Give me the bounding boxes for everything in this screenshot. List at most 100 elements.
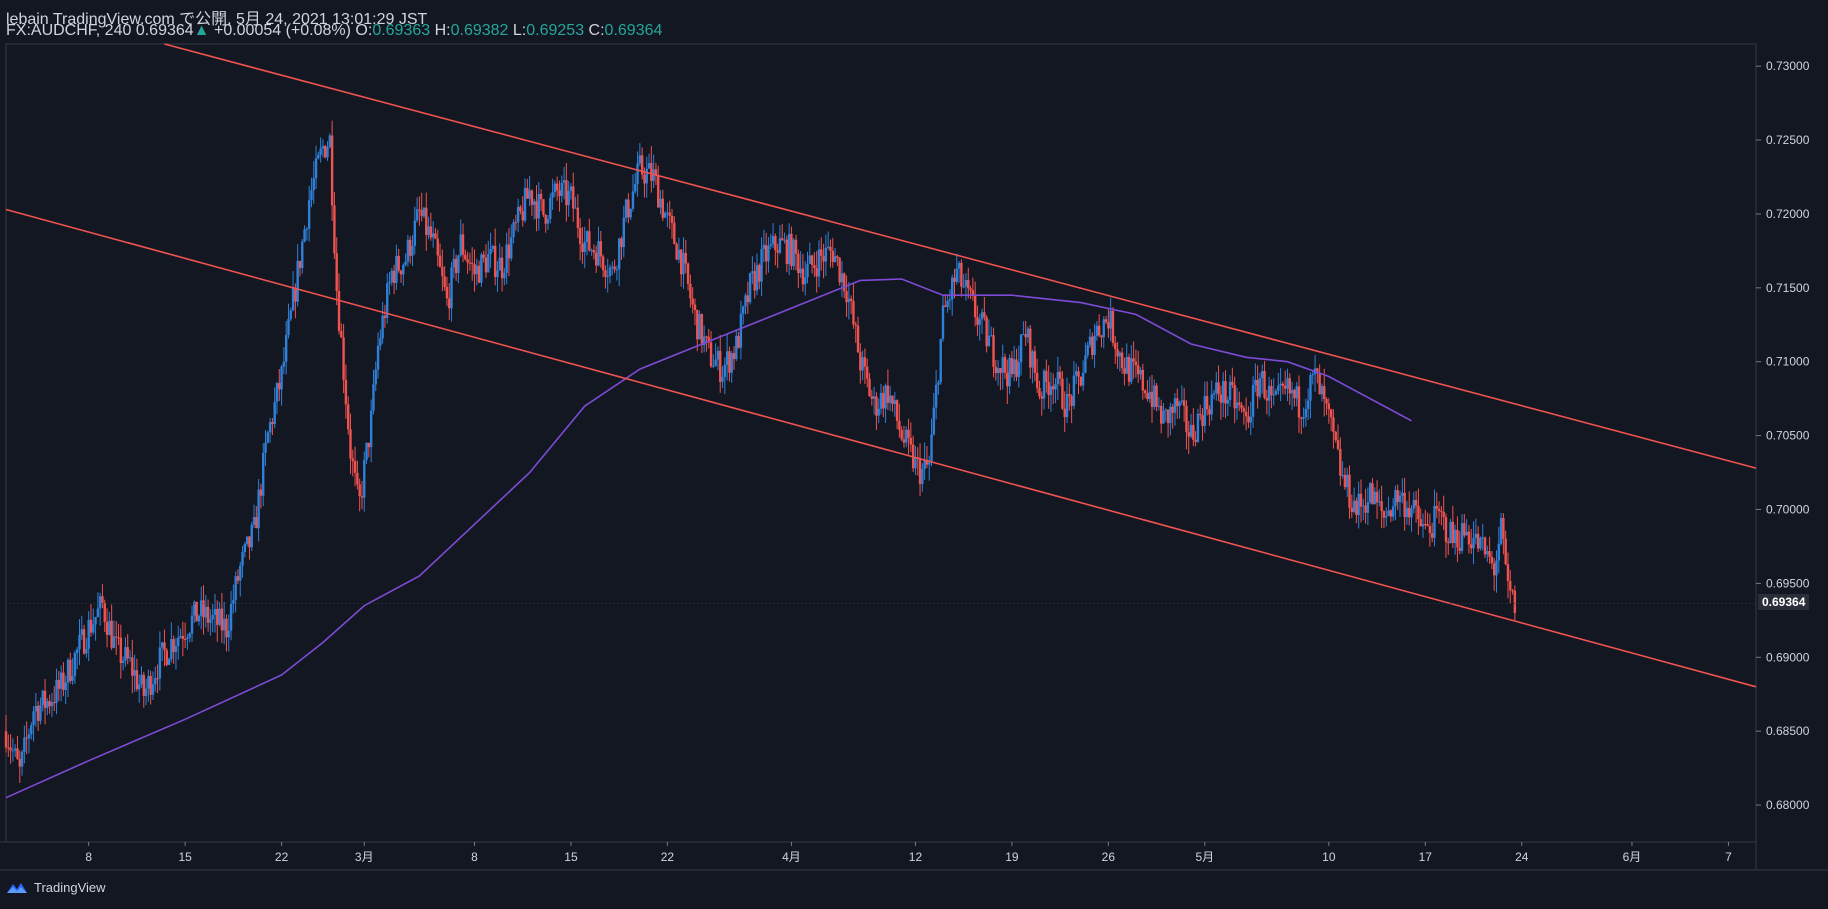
candle-body (590, 250, 593, 252)
candle-body (75, 649, 79, 653)
candle-body (560, 182, 563, 197)
candle-body (133, 670, 136, 676)
candle-body (480, 254, 483, 283)
candle-body (438, 255, 442, 267)
candle-body (1196, 413, 1200, 443)
candle-body (1003, 357, 1007, 373)
candle-body (716, 350, 720, 360)
candle-body (1350, 507, 1354, 513)
candle-body (259, 489, 263, 496)
candle-body (443, 276, 446, 287)
candle-body (735, 335, 738, 360)
time-axis[interactable]: 8 15 22 3月 8 15 22 4月 12 19 26 5月 10 17 24 6月 7 (85, 842, 1732, 864)
candle-body (1426, 524, 1429, 526)
time-tick-label: 6月 (1623, 850, 1642, 864)
candle-body (558, 190, 561, 197)
candle-body (944, 305, 947, 307)
candle-body (1444, 517, 1448, 542)
candle-body (1143, 390, 1147, 394)
candle-body (1040, 396, 1043, 399)
close-value: 0.69364 (604, 22, 663, 39)
candle-body (643, 174, 646, 184)
candle-body (969, 288, 972, 291)
high-label: H: (434, 22, 451, 39)
candle-body (539, 193, 543, 200)
candle-body (1084, 355, 1087, 373)
candle-body (301, 241, 304, 269)
candle-body (108, 620, 111, 635)
candle-body (1463, 523, 1466, 536)
candle-body (431, 233, 435, 238)
candle-body (388, 282, 391, 284)
candle-body (1116, 349, 1119, 357)
candle-body (650, 163, 653, 181)
candle-body (542, 199, 545, 216)
candle-body (1187, 432, 1190, 437)
time-tick-label: 22 (275, 850, 289, 864)
candle-body (576, 207, 580, 228)
candle-body (1100, 335, 1103, 338)
candle-body (751, 271, 754, 274)
candle-body (1458, 547, 1461, 551)
candle-body (1343, 474, 1347, 488)
candle-body (1295, 386, 1298, 399)
candle-body (317, 154, 320, 159)
trendlines[interactable] (5, 43, 1757, 688)
candle-body (436, 238, 439, 256)
time-tick-label: 15 (178, 850, 192, 864)
candle-body (314, 158, 318, 179)
candle-body (898, 420, 901, 431)
price-tick-label: 0.69000 (1766, 650, 1810, 664)
time-tick-label: 22 (661, 850, 675, 864)
price-axis[interactable]: 0.68000 0.68500 0.69000 0.69500 0.70000 0.705… (6, 59, 1810, 812)
candle-body (248, 536, 251, 548)
candle-body (767, 245, 770, 262)
candle-body (1249, 416, 1252, 423)
candle-body (1240, 404, 1243, 409)
candle-body (1414, 500, 1418, 506)
candle-body (1194, 439, 1197, 443)
candle-body (595, 252, 598, 266)
candle-body (1254, 379, 1257, 386)
candle-body (755, 265, 759, 291)
candle-body (266, 432, 270, 443)
candle-body (1141, 369, 1145, 391)
candle-body (1302, 417, 1305, 419)
candle-body (197, 615, 201, 622)
candle-body (312, 178, 315, 191)
candle-body (103, 603, 106, 622)
low-value: 0.69253 (526, 22, 585, 39)
candle-body (1107, 322, 1110, 329)
candle-body (80, 629, 83, 635)
candle-body (953, 277, 956, 282)
candle-body (1470, 544, 1473, 549)
candle-body (165, 650, 168, 665)
candle-body (126, 647, 129, 659)
candle-body (473, 264, 476, 275)
candle-body (783, 239, 786, 241)
trendline-upper[interactable] (164, 43, 1757, 469)
candle-body (1488, 551, 1491, 557)
candle-body (895, 400, 899, 421)
candle-body (1424, 524, 1427, 526)
open-label: O: (355, 22, 373, 39)
candle-body (441, 266, 444, 277)
candle-body (886, 385, 890, 403)
trendline-lower[interactable] (5, 208, 1757, 688)
candle-body (353, 461, 357, 473)
time-tick-label: 17 (1419, 850, 1433, 864)
candle-body (374, 369, 377, 385)
close-label: C: (588, 22, 605, 39)
footer-brand[interactable]: TradingView (6, 880, 106, 895)
candle-body (1049, 386, 1053, 396)
candle-body (799, 268, 802, 274)
candle-body (1348, 474, 1351, 508)
candle-body (1435, 505, 1438, 509)
price-tick-label: 0.70500 (1766, 429, 1810, 443)
candle-body (565, 180, 568, 206)
candle-body (78, 634, 81, 650)
candle-body (1139, 369, 1142, 375)
candle-body (1401, 492, 1404, 496)
candle-body (905, 429, 908, 443)
